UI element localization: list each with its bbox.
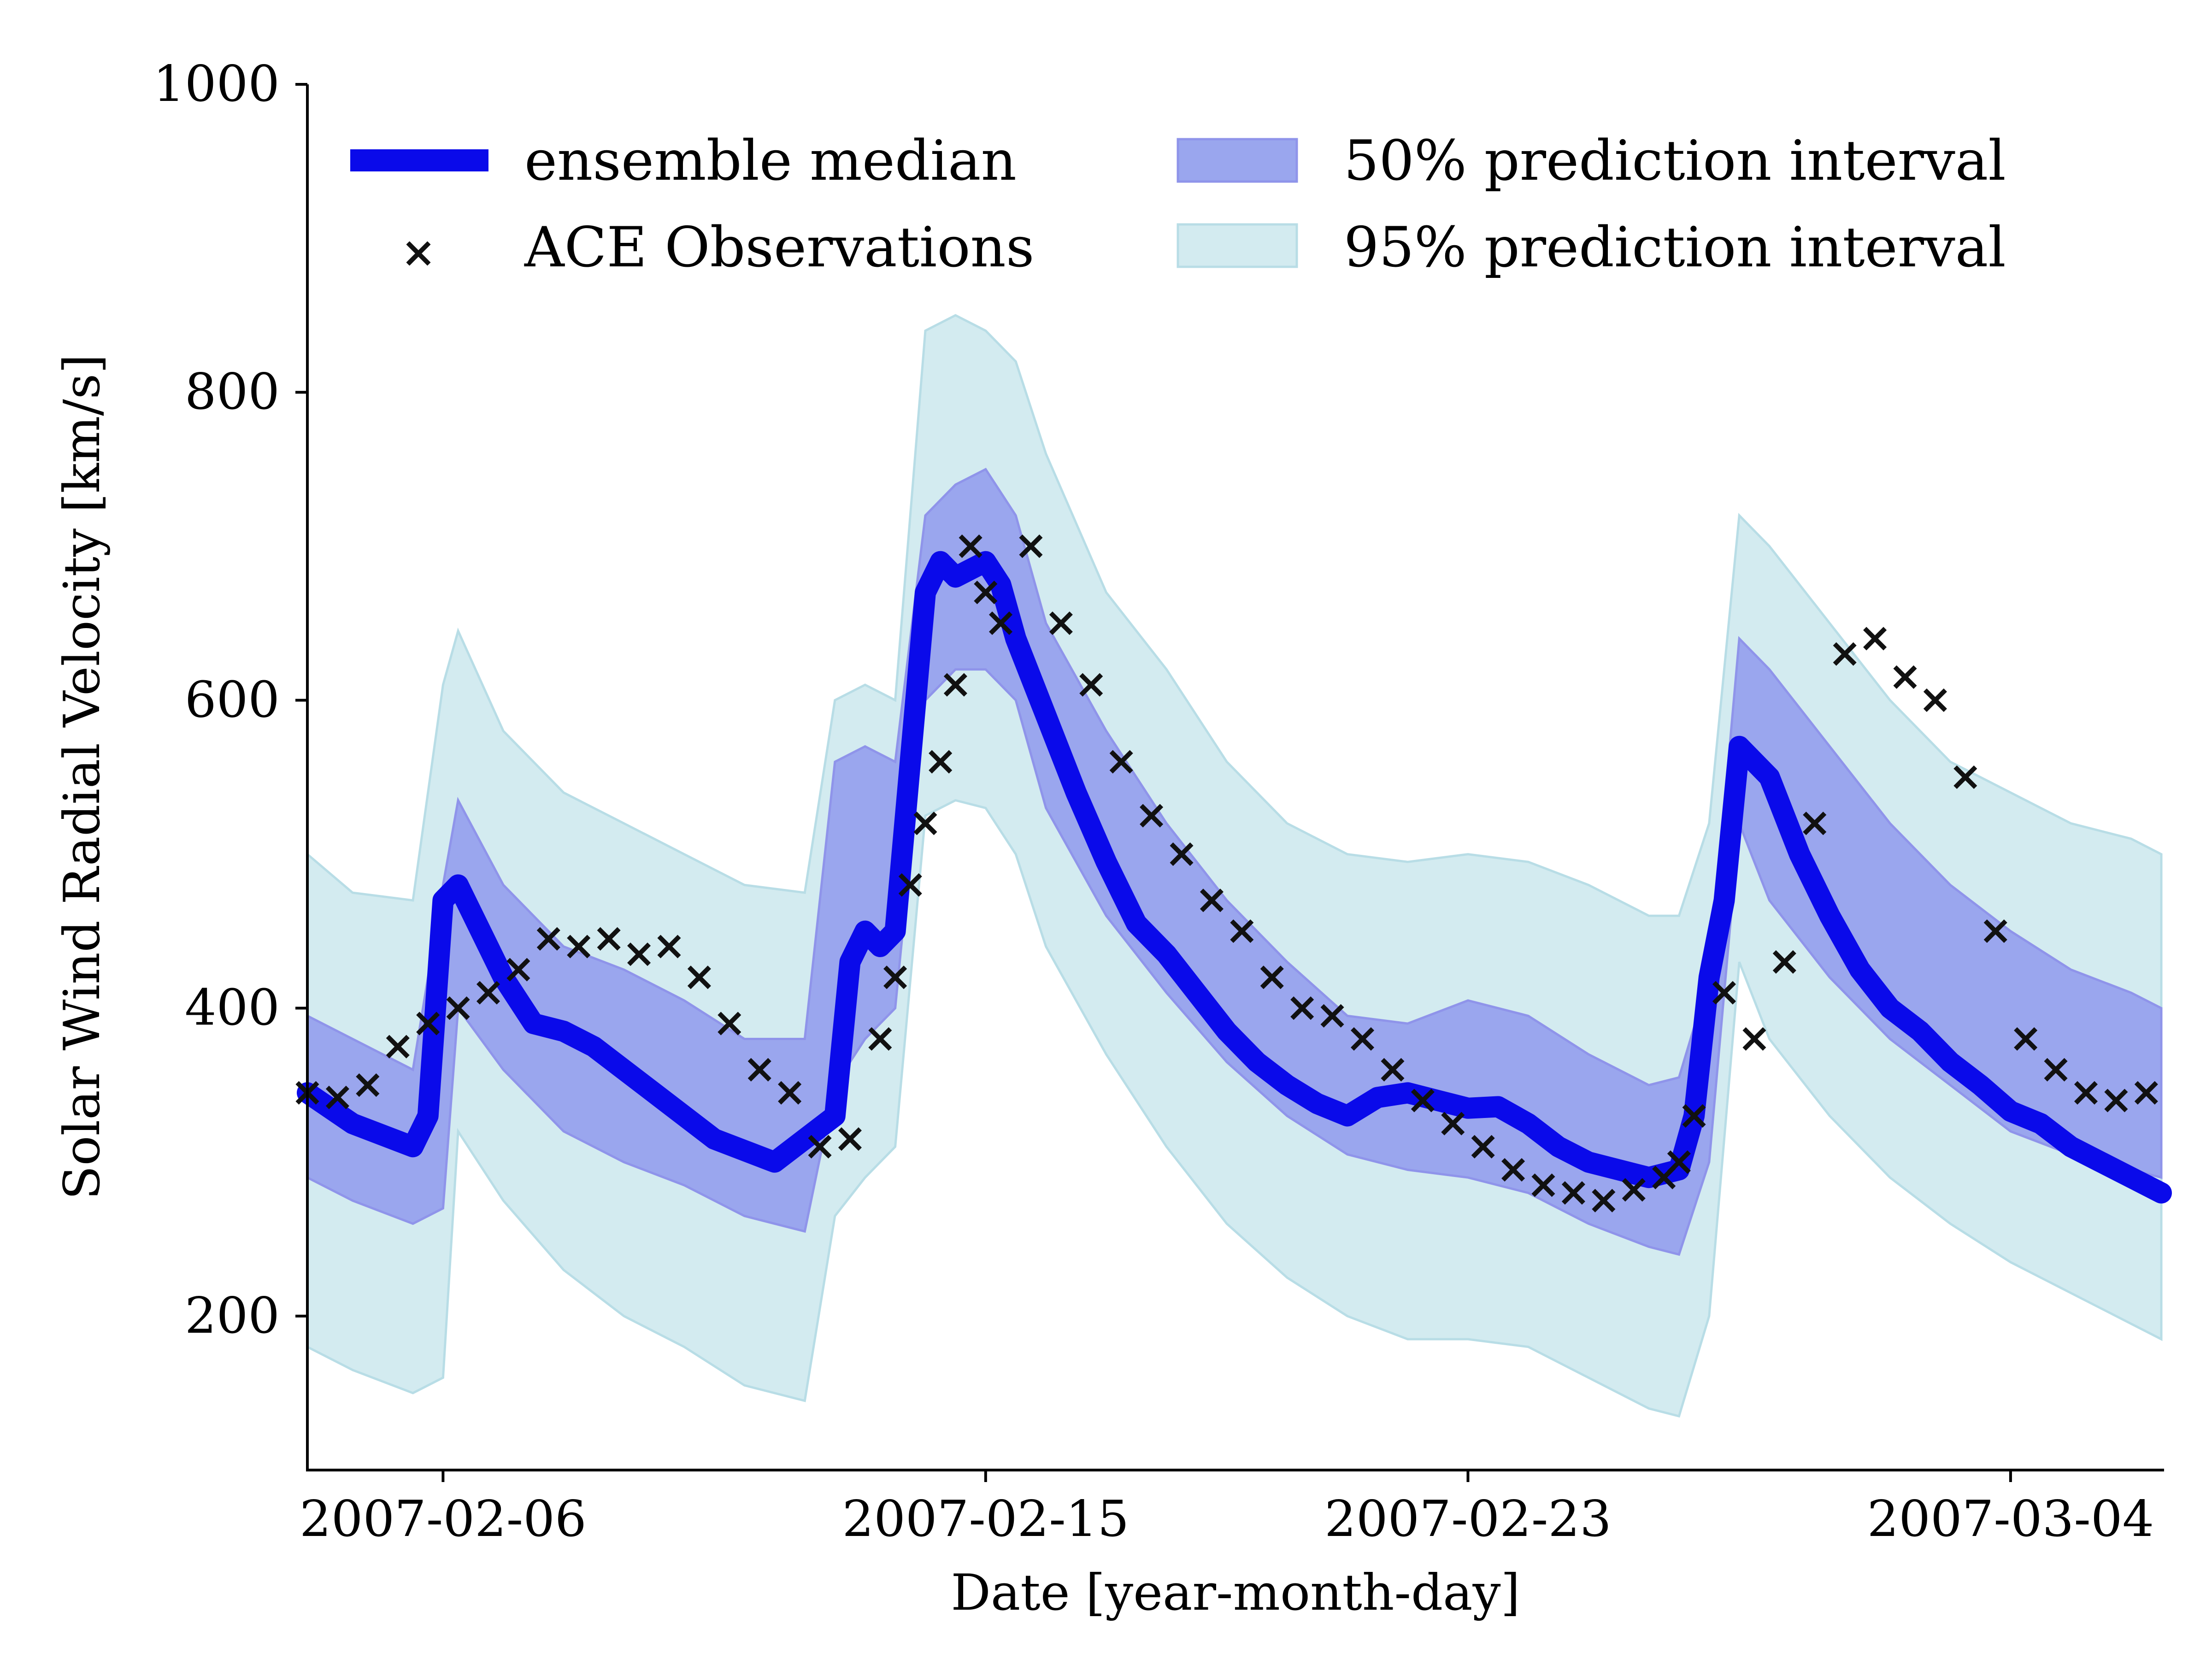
legend-pi50-swatch bbox=[1177, 138, 1298, 183]
observation-point bbox=[1019, 534, 1043, 558]
ticks: 200 400 600 800 1000 2007-02-06 2007-02-15 2007… bbox=[153, 55, 2154, 1548]
legend-pi50-label: 50% prediction interval bbox=[1344, 129, 2006, 193]
observation-point bbox=[883, 965, 907, 989]
observation-point bbox=[2014, 1027, 2038, 1051]
observation-point bbox=[974, 581, 998, 605]
observation-point bbox=[1320, 1004, 1344, 1028]
observation-point bbox=[597, 927, 621, 951]
observation-point bbox=[687, 965, 711, 989]
x-tick-label: 2007-02-15 bbox=[842, 1490, 1129, 1548]
observation-point bbox=[1531, 1173, 1555, 1197]
observation-point bbox=[1953, 765, 1977, 789]
observation-point bbox=[1411, 1088, 1435, 1112]
observation-point bbox=[1290, 996, 1314, 1020]
observation-markers bbox=[295, 534, 2158, 1212]
observation-point bbox=[1742, 1027, 1766, 1051]
legend-pi95-swatch bbox=[1177, 223, 1298, 268]
observation-point bbox=[1079, 673, 1103, 697]
observation-point bbox=[929, 750, 953, 774]
observation-point bbox=[1441, 1112, 1465, 1135]
y-tick-label: 600 bbox=[185, 671, 280, 729]
observation-point bbox=[1140, 804, 1164, 828]
observation-point bbox=[1863, 627, 1887, 651]
observation-point bbox=[1622, 1178, 1646, 1202]
observation-point bbox=[1803, 812, 1827, 835]
observation-point bbox=[778, 1081, 802, 1105]
observation-point bbox=[913, 812, 937, 835]
observation-point bbox=[898, 873, 922, 897]
observation-point bbox=[506, 958, 530, 982]
observation-point bbox=[1230, 919, 1254, 943]
observation-point bbox=[868, 1027, 892, 1051]
y-tick-label: 200 bbox=[185, 1287, 280, 1345]
observation-point bbox=[1893, 665, 1917, 689]
observation-point bbox=[1772, 950, 1796, 974]
observation-point bbox=[1592, 1188, 1616, 1212]
observation-point bbox=[536, 927, 560, 951]
observation-point bbox=[476, 981, 500, 1005]
axes bbox=[306, 84, 2164, 1471]
observation-point bbox=[989, 611, 1013, 635]
observation-point bbox=[1049, 611, 1073, 635]
observation-point bbox=[2134, 1081, 2158, 1105]
observation-point bbox=[1923, 688, 1947, 712]
observation-point bbox=[959, 534, 982, 558]
observation-point bbox=[943, 673, 967, 697]
observation-point bbox=[386, 1035, 410, 1059]
observation-point bbox=[1501, 1158, 1525, 1182]
y-axis-label: Solar Wind Radial Velocity [km/s] bbox=[53, 354, 111, 1200]
median-layer bbox=[297, 551, 2172, 1204]
observation-point bbox=[1471, 1135, 1495, 1159]
observation-point bbox=[1109, 750, 1133, 774]
observation-point bbox=[2044, 1058, 2068, 1082]
legend-pi95-label: 95% prediction interval bbox=[1344, 216, 2006, 280]
observation-point bbox=[1682, 1104, 1706, 1128]
observation-point bbox=[356, 1073, 380, 1097]
observation-point bbox=[1667, 1150, 1691, 1174]
observation-point bbox=[747, 1058, 771, 1082]
y-tick-label: 800 bbox=[185, 363, 280, 421]
x-tick-label: 2007-03-04 bbox=[1867, 1490, 2154, 1548]
observation-point bbox=[627, 942, 651, 966]
observation-point bbox=[657, 935, 681, 959]
prediction-bands bbox=[306, 314, 2163, 1418]
observation-point bbox=[718, 1012, 741, 1035]
observation-point bbox=[1381, 1058, 1405, 1082]
observation-point bbox=[1170, 842, 1194, 866]
observation-point bbox=[808, 1135, 832, 1159]
ensemble-median-line bbox=[297, 551, 2172, 1204]
legend-observation-marker bbox=[406, 241, 431, 266]
observation-point bbox=[1350, 1027, 1375, 1051]
legend: ensemble median ACE Observations 50% pre… bbox=[350, 129, 2006, 280]
observation-point bbox=[838, 1127, 862, 1151]
x-tick-label: 2007-02-06 bbox=[300, 1490, 587, 1548]
observation-point bbox=[2074, 1081, 2098, 1105]
legend-observations-label: ACE Observations bbox=[524, 216, 1034, 280]
observation-point bbox=[1983, 919, 2007, 943]
x-tick-label: 2007-02-23 bbox=[1324, 1490, 1612, 1548]
observation-point bbox=[2104, 1088, 2128, 1112]
observation-point bbox=[416, 1012, 440, 1035]
observation-point bbox=[1561, 1181, 1585, 1205]
observation-point bbox=[1200, 888, 1224, 912]
observation-point bbox=[1712, 981, 1736, 1005]
x-axis-label: Date [year-month-day] bbox=[951, 1564, 1520, 1622]
y-tick-label: 400 bbox=[185, 979, 280, 1037]
observation-point bbox=[1260, 965, 1284, 989]
observation-point bbox=[446, 996, 470, 1020]
observation-point bbox=[567, 935, 591, 959]
observation-point bbox=[1833, 642, 1857, 666]
observation-point bbox=[325, 1085, 349, 1109]
legend-median-label: ensemble median bbox=[524, 129, 1017, 193]
y-tick-label: 1000 bbox=[153, 55, 280, 113]
